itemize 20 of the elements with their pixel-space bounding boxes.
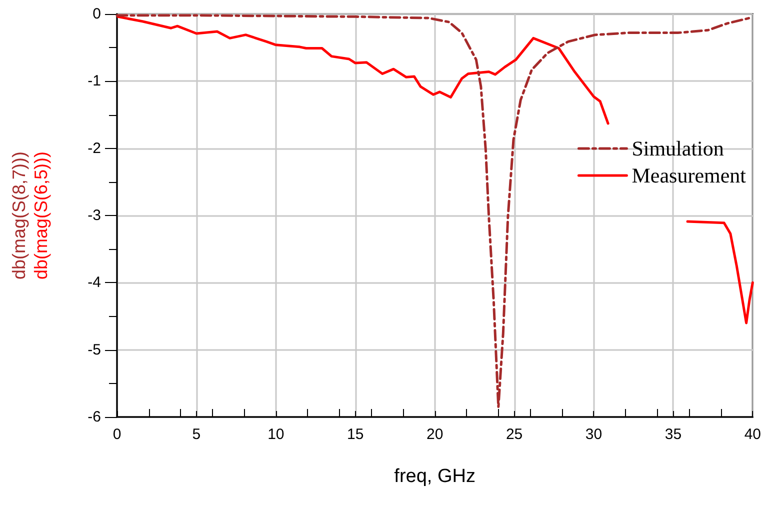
x-tick-label: 10 [268, 426, 284, 443]
x-tick-label: 20 [426, 426, 444, 443]
x-tick-label: 5 [192, 426, 201, 443]
y-tick-label: -1 [88, 72, 101, 90]
x-tick-label: 15 [347, 426, 364, 443]
x-tick-label: 30 [585, 426, 602, 443]
x-tick-label: 0 [112, 426, 122, 443]
legend-label: Measurement [632, 164, 746, 188]
x-tick-label: 35 [664, 426, 682, 443]
y-tick-label: -5 [88, 341, 101, 358]
y-tick-label: -3 [88, 207, 101, 224]
y-tick-label: -6 [88, 408, 101, 426]
y-tick-label: 0 [92, 6, 101, 22]
x-axis-title: freq, GHz [394, 466, 476, 487]
y-tick-label: -2 [88, 140, 101, 157]
x-tick-label: 25 [506, 426, 523, 443]
legend-label: Simulation [632, 136, 724, 160]
y-axis-title: db(mag(S(8,7))) db(mag(S(6,5))) [9, 151, 51, 280]
x-tick-label: 40 [744, 426, 761, 443]
y-tick-label: -4 [88, 274, 101, 292]
